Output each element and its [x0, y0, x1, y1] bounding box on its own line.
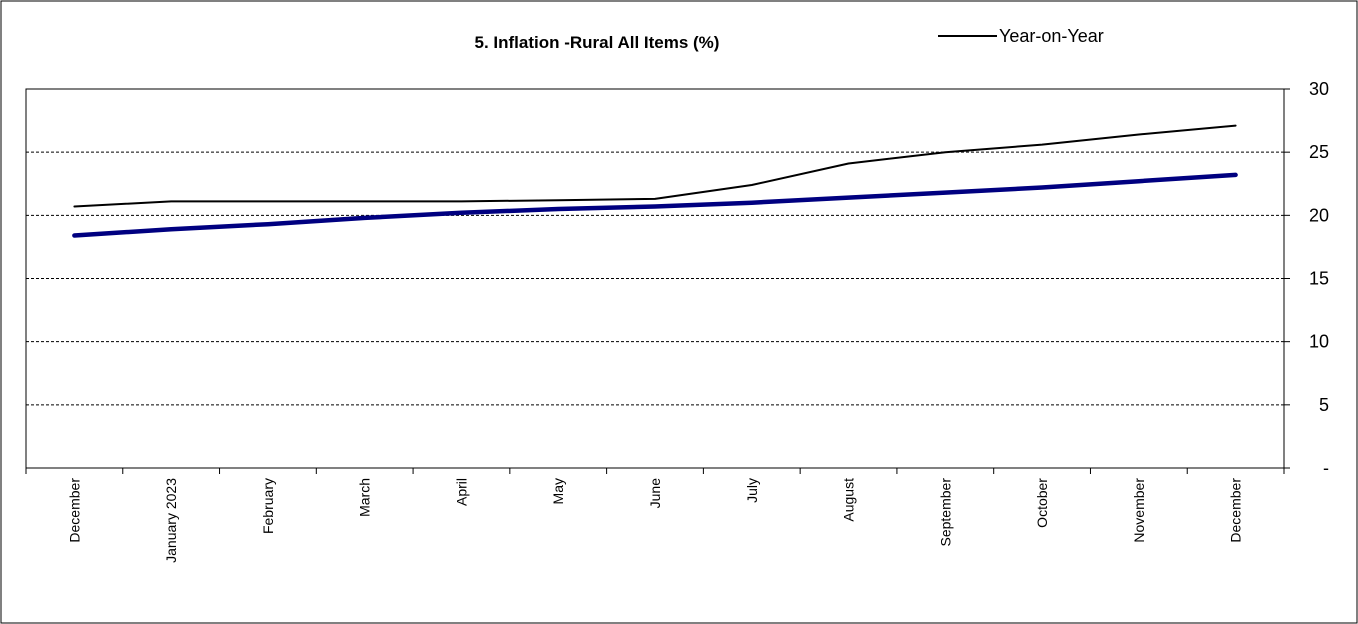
x-tick-label: July — [744, 478, 760, 503]
chart-title: 5. Inflation -Rural All Items (%) — [475, 33, 720, 52]
series-line-trend — [72, 172, 1238, 238]
y-tick-label: 30 — [1309, 79, 1329, 99]
series-group — [72, 124, 1238, 238]
x-tick-label: December — [1228, 478, 1244, 543]
y-tick-label: 10 — [1309, 332, 1329, 352]
legend-label-year-on-year: Year-on-Year — [999, 26, 1104, 46]
y-tick-label: - — [1323, 458, 1329, 478]
x-axis-labels: December January 2023 February March April Ma… — [66, 478, 1243, 563]
x-tick-label: January 2023 — [163, 478, 179, 563]
x-tick-label: April — [453, 478, 469, 506]
x-axis-ticks — [25, 468, 1285, 474]
x-tick-label: November — [1131, 478, 1147, 543]
y-tick-label: 20 — [1309, 205, 1329, 225]
series-line-year-on-year — [73, 124, 1237, 208]
y-tick-label: 25 — [1309, 142, 1329, 162]
x-tick-label: August — [841, 478, 857, 522]
y-axis-labels: 30 25 20 15 10 5 - — [1309, 79, 1329, 478]
y-axis-ticks — [1284, 88, 1290, 469]
legend: Year-on-Year — [938, 26, 1104, 46]
y-tick-label: 15 — [1309, 269, 1329, 289]
y-tick-label: 5 — [1319, 395, 1329, 415]
x-tick-label: October — [1034, 478, 1050, 528]
x-tick-label: February — [260, 478, 276, 534]
x-tick-label: March — [357, 478, 373, 517]
x-tick-label: December — [66, 478, 82, 543]
x-tick-label: May — [550, 478, 566, 504]
x-tick-label: September — [937, 478, 953, 547]
x-tick-label: June — [647, 478, 663, 509]
